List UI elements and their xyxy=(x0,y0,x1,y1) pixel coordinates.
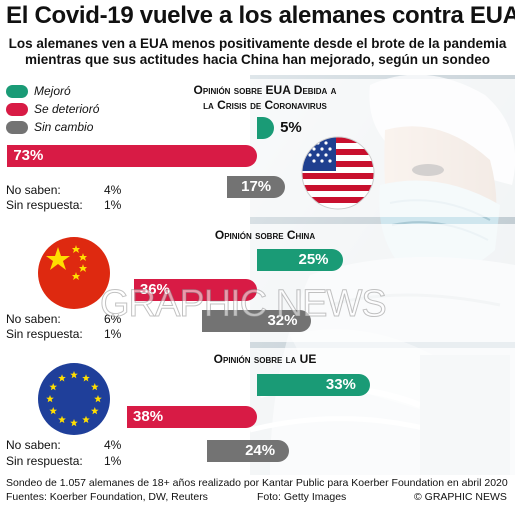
unchanged-bar xyxy=(207,440,290,462)
sin-respuesta-value: 1% xyxy=(104,454,122,468)
eu-star-icon xyxy=(49,407,58,415)
eu-star-icon xyxy=(90,383,99,391)
deteriorated-bar xyxy=(7,145,257,167)
sin-respuesta-value: 1% xyxy=(104,198,122,212)
sin-respuesta-label: Sin respuesta: xyxy=(6,198,83,212)
subtitle-line-2: mientras que sus actitudes hacia China h… xyxy=(24,52,491,67)
usa-section-title: Opinión sobre EUA Debida a la Crisis de … xyxy=(150,83,380,113)
bar-value-label: 33% xyxy=(325,376,356,393)
eu-star-icon xyxy=(58,374,66,382)
no-saben-value: 4% xyxy=(104,183,122,197)
legend-label: Se deterioró xyxy=(34,102,100,116)
bar-value-label: 24% xyxy=(245,442,276,459)
sin-respuesta-label: Sin respuesta: xyxy=(6,327,83,341)
unchanged-bar xyxy=(202,310,312,332)
bar-value-label: 5% xyxy=(280,119,302,136)
bar-value-label: 73% xyxy=(13,147,44,164)
eu-title-line-1: Opinión sobre la UE xyxy=(213,352,317,366)
bar-value-label: 36% xyxy=(139,281,170,298)
deteriorated-bar xyxy=(127,406,257,428)
copyright: © GRAPHIC NEWS xyxy=(414,491,507,503)
legend-swatch xyxy=(6,103,28,116)
eu-star-icon xyxy=(82,415,90,424)
no-saben-label: No saben: xyxy=(6,438,61,452)
legend-label: Sin cambio xyxy=(34,120,94,134)
china-opinion-panel: Opinión sobre China 25% 36% 32% No saben: … xyxy=(0,224,515,342)
no-saben-label: No saben: xyxy=(6,312,61,326)
legend-swatch xyxy=(6,85,28,98)
legend-item-improved: Mejoró xyxy=(6,84,136,99)
page-subtitle: Los alemanes ven a EUA menos positivamen… xyxy=(0,36,515,68)
legend-item-unchanged: Sin cambio xyxy=(6,120,136,135)
watermark: GRAPHIC NEWS xyxy=(100,283,388,326)
usa-title-line-1: Opinión sobre EUA Debida a xyxy=(193,83,337,97)
usa-opinion-panel: Opinión sobre EUA Debida a la Crisis de … xyxy=(0,79,515,217)
improved-bar xyxy=(257,374,370,396)
footer: Sondeo de 1.057 alemanes de 18+ años rea… xyxy=(0,476,515,508)
sin-respuesta-label: Sin respuesta: xyxy=(6,454,83,468)
eu-star-icon xyxy=(70,371,78,379)
eu-star-icon xyxy=(49,383,58,391)
china-title-line-1: Opinión sobre China xyxy=(214,228,316,242)
eu-star-icon xyxy=(46,395,54,403)
no-saben-label: No saben: xyxy=(6,183,61,197)
legend-label: Mejoró xyxy=(34,84,71,98)
usa-flag xyxy=(301,136,375,210)
bar-value-label: 25% xyxy=(298,251,329,268)
china-flag xyxy=(38,237,110,309)
eu-star-icon xyxy=(94,395,102,403)
eu-star-icon xyxy=(70,419,78,427)
eu-flag xyxy=(38,363,110,435)
improved-bar xyxy=(257,249,343,271)
eu-star-icon xyxy=(90,407,99,415)
china-section-title: Opinión sobre China xyxy=(150,228,380,243)
eu-section-title: Opinión sobre la UE xyxy=(150,352,380,367)
usa-title-line-2: la Crisis de Coronavirus xyxy=(203,98,327,112)
legend-item-deteriorated: Se deterioró xyxy=(6,102,136,117)
eu-star-icon xyxy=(82,374,90,382)
no-saben-value: 6% xyxy=(104,312,122,326)
eu-opinion-panel: Opinión sobre la UE 33% 38% 24% No saben: … xyxy=(0,348,515,475)
eu-star-icon xyxy=(58,415,66,424)
unchanged-bar xyxy=(227,176,286,198)
page-title: El Covid-19 vuelve a los alemanes contra… xyxy=(6,2,515,29)
bar-value-label: 32% xyxy=(267,312,298,329)
no-saben-value: 4% xyxy=(104,438,122,452)
sources: Fuentes: Koerber Foundation, DW, Reuters xyxy=(6,491,208,503)
legend-swatch xyxy=(6,121,28,134)
improved-bar xyxy=(257,117,275,139)
sin-respuesta-value: 1% xyxy=(104,327,122,341)
subtitle-line-1: Los alemanes ven a EUA menos positivamen… xyxy=(8,36,507,51)
photo-credit: Foto: Getty Images xyxy=(257,491,347,503)
bar-value-label: 17% xyxy=(241,178,272,195)
footnote: Sondeo de 1.057 alemanes de 18+ años rea… xyxy=(6,477,508,489)
deteriorated-bar xyxy=(133,279,257,301)
bar-value-label: 38% xyxy=(133,408,164,425)
